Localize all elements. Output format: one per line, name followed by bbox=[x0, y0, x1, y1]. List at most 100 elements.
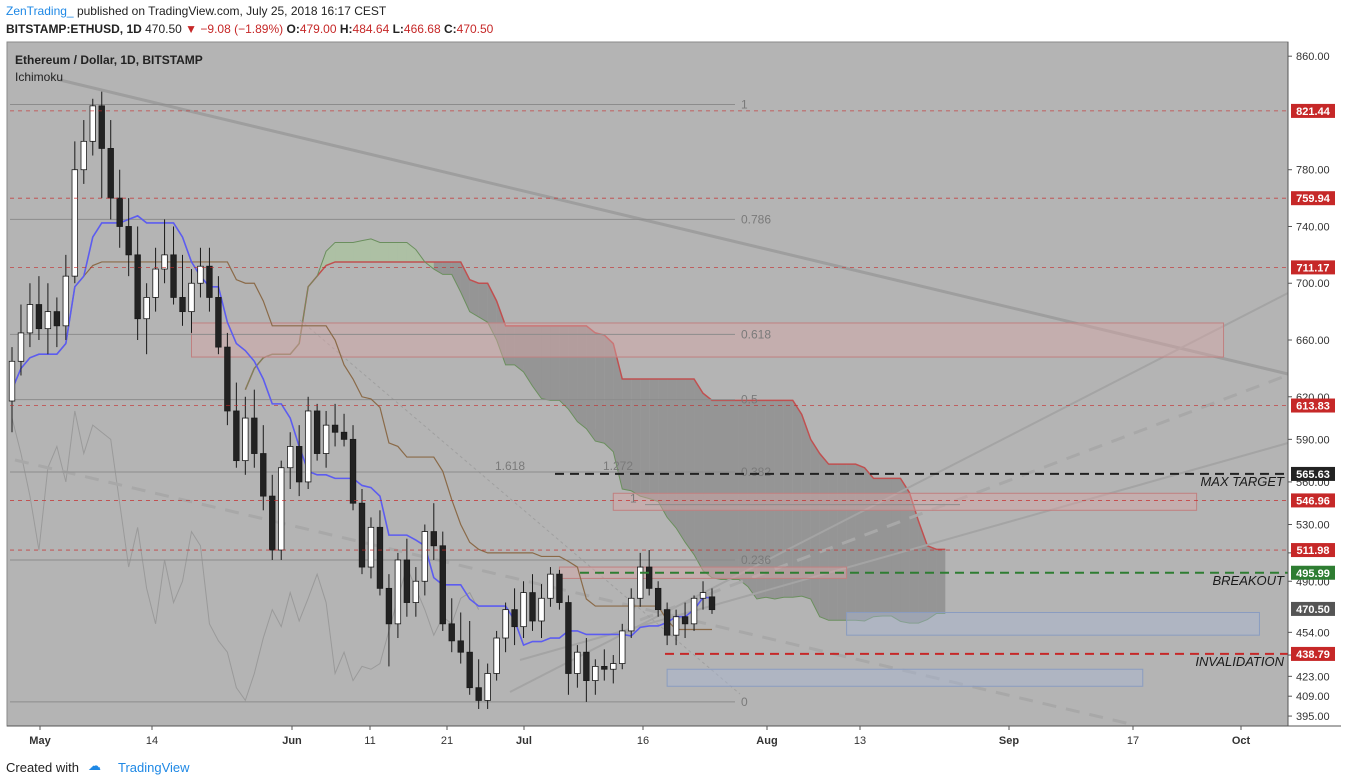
candle-body bbox=[403, 559, 411, 603]
high-label: H: bbox=[339, 22, 353, 36]
price-mark-badge-bg bbox=[1291, 103, 1335, 118]
created-with-label: Created with bbox=[6, 760, 79, 775]
ichimoku-cloud-segment bbox=[335, 242, 345, 262]
candle-body bbox=[628, 597, 635, 632]
candle-body bbox=[80, 140, 87, 171]
candle bbox=[98, 91, 105, 199]
candle bbox=[170, 226, 177, 305]
publish-info: published on TradingView.com, July 25, 2… bbox=[76, 4, 387, 18]
chart-title: Ethereum / Dollar, 1D, BITSTAMP bbox=[15, 53, 203, 67]
price-mark-badge: 613.83 bbox=[1296, 401, 1330, 413]
candle-body bbox=[331, 424, 339, 433]
candle-body bbox=[206, 265, 213, 298]
fib-extension-label: 1.272 bbox=[603, 459, 633, 473]
candle bbox=[349, 425, 357, 511]
candle bbox=[269, 474, 276, 560]
candle bbox=[358, 489, 366, 575]
ichimoku-cloud-segment bbox=[532, 325, 542, 399]
ichimoku-cloud-segment bbox=[344, 242, 354, 262]
x-tick-label: Jun bbox=[282, 735, 302, 747]
candle bbox=[62, 254, 70, 341]
price-mark-badge: 546.96 bbox=[1296, 495, 1330, 507]
ichimoku-cloud-segment bbox=[720, 400, 730, 580]
key-level-label: INVALIDATION bbox=[1195, 654, 1284, 669]
candle bbox=[179, 254, 186, 326]
candle-body bbox=[89, 105, 96, 142]
publish-line: ZenTrading_ published on TradingView.com… bbox=[6, 4, 386, 18]
ichimoku-cloud-segment bbox=[819, 453, 829, 621]
ichimoku-cloud-segment bbox=[667, 379, 677, 529]
candle bbox=[681, 602, 689, 639]
candle bbox=[502, 602, 509, 653]
ichimoku-cloud-segment bbox=[326, 242, 336, 266]
ichimoku-cloud-segment bbox=[765, 400, 775, 599]
senkou-span-b-line bbox=[244, 261, 946, 551]
y-tick-label: 423.00 bbox=[1296, 671, 1330, 683]
ichimoku-cloud-segment bbox=[810, 439, 820, 617]
candle bbox=[80, 120, 87, 184]
candle bbox=[672, 609, 680, 646]
candle-body bbox=[421, 531, 429, 582]
candle-body bbox=[143, 297, 150, 320]
price-mark-badge-bg bbox=[1291, 493, 1335, 508]
candle-body bbox=[645, 566, 653, 589]
ichimoku-cloud-segment bbox=[927, 545, 937, 620]
ohlc-line: BITSTAMP:ETHUSD, 1D 470.50 ▼ −9.08 (−1.8… bbox=[6, 22, 493, 36]
ichimoku-cloud-segment bbox=[370, 238, 380, 262]
fib-level-label: 0.382 bbox=[741, 465, 771, 479]
author-link[interactable]: ZenTrading_ bbox=[6, 4, 74, 18]
candle-body bbox=[565, 602, 572, 674]
candle bbox=[278, 460, 285, 560]
y-tick-label: 700.00 bbox=[1296, 278, 1330, 290]
candle-body bbox=[475, 687, 482, 701]
open-label: O: bbox=[286, 22, 300, 36]
ichimoku-cloud-segment bbox=[586, 325, 596, 442]
price-mark-badge: 759.94 bbox=[1296, 193, 1331, 205]
key-level-badge-bg bbox=[1291, 565, 1335, 580]
candle-body bbox=[161, 254, 168, 270]
price-mark-badge: 821.44 bbox=[1296, 106, 1331, 118]
candle-body bbox=[260, 453, 267, 497]
candle-body bbox=[574, 651, 581, 674]
candle-body bbox=[601, 665, 608, 670]
last-price-badge: 470.50 bbox=[1296, 604, 1330, 616]
ichimoku-cloud-segment bbox=[550, 325, 560, 401]
candle bbox=[260, 425, 267, 511]
candle-body bbox=[430, 531, 437, 547]
y-tick-label: 780.00 bbox=[1296, 165, 1330, 177]
candle bbox=[385, 574, 393, 667]
change-value: −9.08 (−1.89%) bbox=[200, 22, 284, 36]
key-level-label: BREAKOUT bbox=[1212, 573, 1285, 588]
fib-level-label: 0.5 bbox=[741, 393, 758, 407]
last-price-value: 470.50 bbox=[145, 22, 182, 36]
candle-body bbox=[349, 438, 357, 504]
x-tick-label: 14 bbox=[146, 735, 158, 747]
price-chart[interactable]: 1 0.786 0.618 0.5 0.382 0.236 0 1.618 1.272 1 MAX… bbox=[0, 40, 1348, 750]
close-label: C: bbox=[443, 22, 457, 36]
candle bbox=[547, 567, 554, 607]
candle bbox=[601, 649, 608, 681]
x-tick-label: 17 bbox=[1127, 735, 1139, 747]
candle-body bbox=[278, 467, 285, 551]
x-tick-label: Oct bbox=[1232, 735, 1251, 747]
ichimoku-cloud-segment bbox=[460, 261, 470, 312]
ichimoku-cloud-segment bbox=[397, 242, 407, 262]
candle bbox=[89, 98, 96, 156]
y-tick-label: 860.00 bbox=[1296, 51, 1330, 63]
candle-body bbox=[690, 597, 698, 625]
candle bbox=[645, 550, 653, 596]
key-level-label: MAX TARGET bbox=[1200, 474, 1285, 489]
candle bbox=[224, 332, 231, 426]
candle-body bbox=[484, 673, 491, 701]
candle bbox=[565, 595, 572, 695]
y-tick-label: 409.00 bbox=[1296, 691, 1330, 703]
candle bbox=[610, 655, 617, 684]
candle bbox=[53, 297, 61, 348]
candle-body bbox=[654, 587, 662, 611]
candle-body bbox=[304, 410, 312, 483]
tradingview-link[interactable]: TradingView bbox=[118, 760, 190, 775]
ichimoku-cloud-segment bbox=[828, 464, 838, 621]
ichimoku-cloud-segment bbox=[613, 343, 623, 490]
candle-body bbox=[224, 346, 231, 412]
candle bbox=[574, 645, 581, 688]
